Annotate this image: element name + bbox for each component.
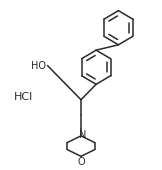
Text: HCl: HCl <box>14 91 33 101</box>
Text: N: N <box>79 130 87 140</box>
Text: HO: HO <box>31 61 46 71</box>
Text: O: O <box>77 157 85 167</box>
